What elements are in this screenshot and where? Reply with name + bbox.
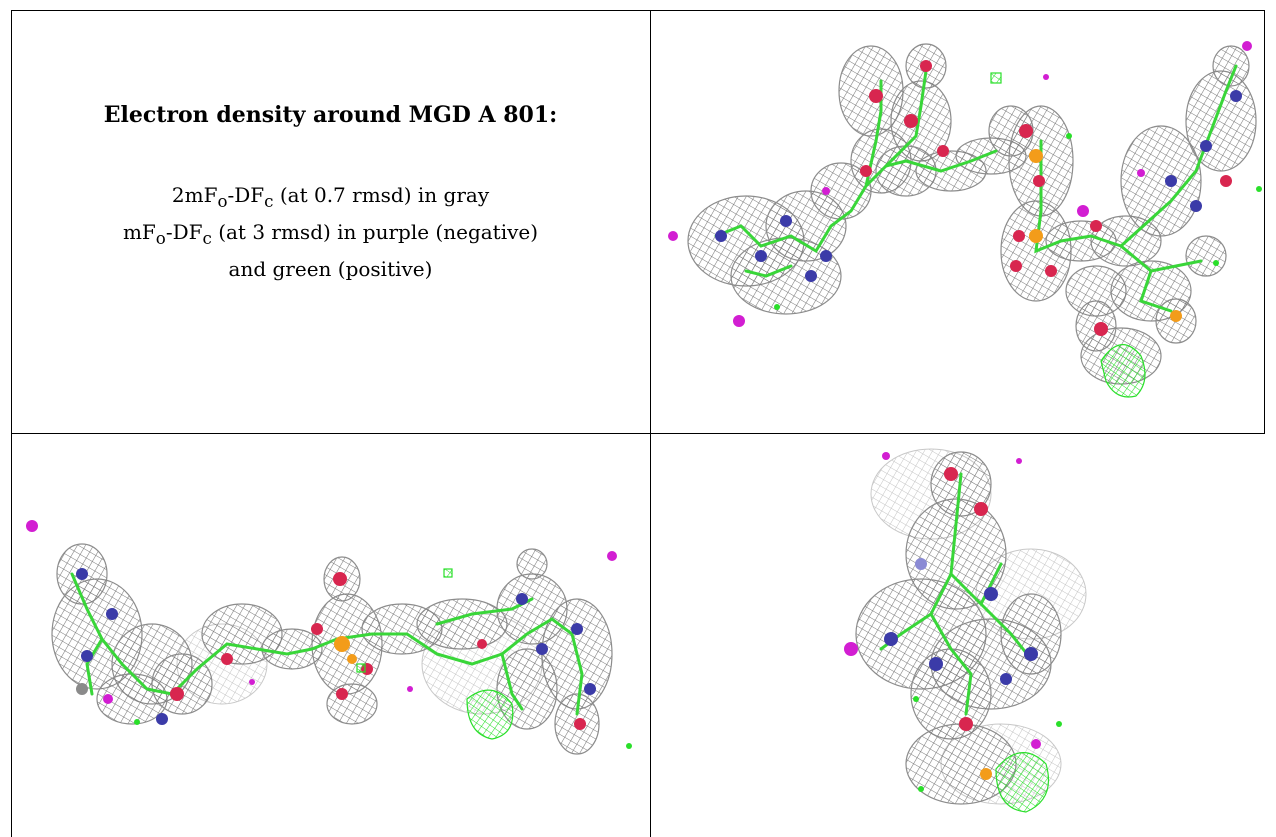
density-view-top-right (651, 11, 1264, 433)
density-view-bottom-right (651, 434, 1265, 837)
density-view-bottom-left (12, 434, 650, 837)
molecule-density-view-icon (668, 41, 1262, 398)
legend-line-2fo-fc: 2mFo-DFc (at 0.7 rmsd) in gray (171, 183, 490, 211)
table-border-left (11, 10, 12, 837)
table-border-top (11, 10, 1265, 11)
molecule-density-view-icon (844, 448, 1087, 813)
table-row-divider (11, 433, 1265, 434)
molecule-density-view-icon (26, 520, 632, 755)
caption-title: Electron density around MGD A 801: (103, 102, 558, 128)
table-border-right (1264, 10, 1265, 433)
legend-line-fo-fc: mFo-DFc (at 3 rmsd) in purple (negative) (122, 220, 539, 248)
caption-cell: Electron density around MGD A 801: 2mFo-… (11, 10, 650, 432)
legend-line-colors: and green (positive) (228, 257, 433, 281)
table-border-middle (650, 10, 651, 837)
caption-legend: 2mFo-DFc (at 0.7 rmsd) in gray mFo-DFc (… (123, 180, 538, 284)
